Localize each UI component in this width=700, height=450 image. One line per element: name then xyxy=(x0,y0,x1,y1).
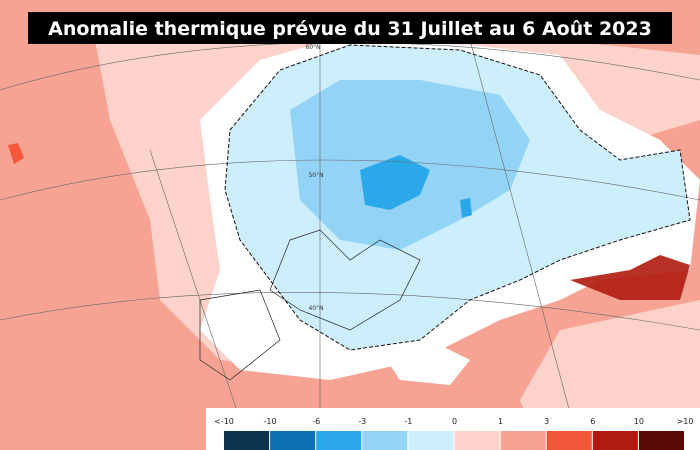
neutral-zone xyxy=(380,345,470,385)
parallel xyxy=(0,292,700,331)
legend-swatch xyxy=(454,431,500,450)
coastline xyxy=(269,229,421,331)
latitude-label: 60°N xyxy=(305,44,320,51)
hot-spot xyxy=(570,255,690,300)
legend: <-10 -10 -6 -3 -1 0 1 3 6 10 >10 xyxy=(214,417,693,450)
legend-label: -1 xyxy=(404,417,412,426)
latitude-label: 50°N xyxy=(308,172,323,179)
legend-swatch xyxy=(270,431,316,450)
legend-label: 3 xyxy=(544,417,549,426)
legend-label: -6 xyxy=(312,417,320,426)
legend-swatch xyxy=(316,431,362,450)
title-box xyxy=(28,12,672,44)
latitude-label: 40°N xyxy=(308,305,323,312)
cold-core xyxy=(460,198,472,218)
parallel xyxy=(0,159,700,201)
warm-spot xyxy=(8,143,24,164)
legend-swatch xyxy=(546,431,592,450)
meridian xyxy=(469,39,581,450)
legend-swatch xyxy=(500,431,546,450)
legend-label: 6 xyxy=(590,417,595,426)
title: Anomalie thermique prévue du 31 Juillet … xyxy=(48,18,652,40)
contour-line xyxy=(224,44,691,351)
legend-swatch xyxy=(408,431,454,450)
legend-label: -10 xyxy=(264,417,277,426)
legend-swatch xyxy=(592,431,638,450)
legend-label: -3 xyxy=(358,417,366,426)
legend-swatch xyxy=(362,431,408,450)
legend-label: >10 xyxy=(677,417,694,426)
cold-core xyxy=(360,155,430,210)
legend-label: <-10 xyxy=(214,417,234,426)
coastline xyxy=(199,289,281,381)
legend-label: 0 xyxy=(452,417,457,426)
legend-label: 10 xyxy=(634,417,644,426)
legend-swatch xyxy=(638,431,684,450)
legend-swatch xyxy=(224,431,270,450)
legend-label: 1 xyxy=(498,417,503,426)
